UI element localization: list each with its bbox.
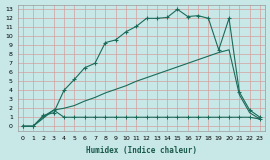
X-axis label: Humidex (Indice chaleur): Humidex (Indice chaleur) bbox=[86, 146, 197, 155]
